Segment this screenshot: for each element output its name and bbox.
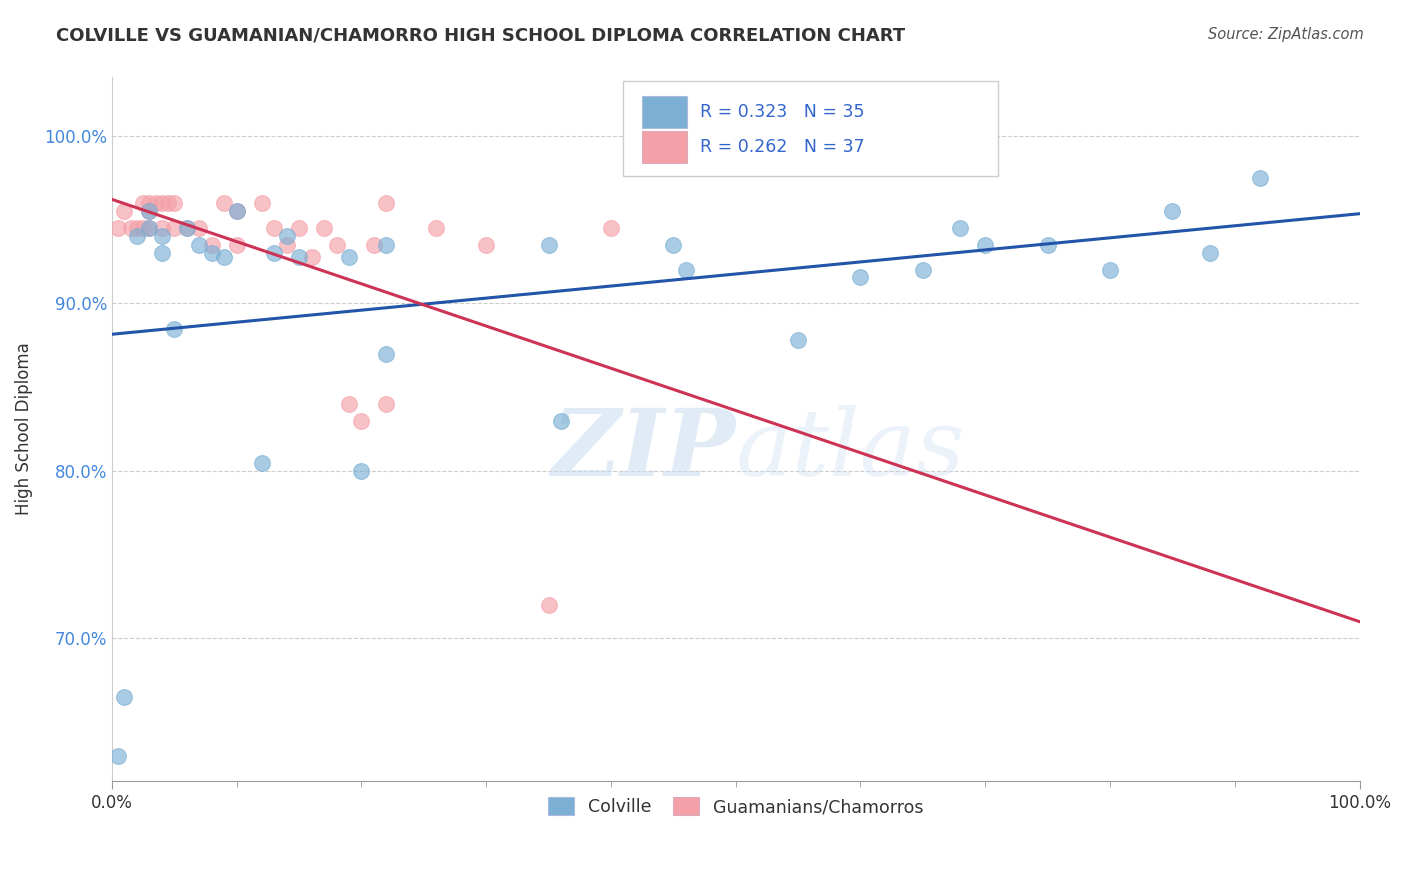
Point xyxy=(212,196,235,211)
Text: COLVILLE VS GUAMANIAN/CHAMORRO HIGH SCHOOL DIPLOMA CORRELATION CHART: COLVILLE VS GUAMANIAN/CHAMORRO HIGH SCHO… xyxy=(56,27,905,45)
Point xyxy=(201,238,224,252)
Point xyxy=(225,238,247,252)
Point xyxy=(662,238,685,252)
Point xyxy=(787,334,810,348)
Point xyxy=(375,397,398,411)
Text: Source: ZipAtlas.com: Source: ZipAtlas.com xyxy=(1208,27,1364,42)
FancyBboxPatch shape xyxy=(643,131,688,163)
Point xyxy=(138,204,160,219)
Text: R = 0.323   N = 35: R = 0.323 N = 35 xyxy=(700,103,865,121)
Point xyxy=(301,250,323,264)
Point xyxy=(107,748,129,763)
Point xyxy=(138,196,160,211)
Text: R = 0.262   N = 37: R = 0.262 N = 37 xyxy=(700,138,865,156)
Point xyxy=(849,269,872,284)
Point xyxy=(138,204,160,219)
Point xyxy=(425,221,447,235)
Point xyxy=(537,238,560,252)
Point xyxy=(176,221,198,235)
Point xyxy=(363,238,385,252)
Point xyxy=(337,397,360,411)
Point xyxy=(138,221,160,235)
Point xyxy=(150,229,173,244)
Point xyxy=(212,250,235,264)
Point xyxy=(225,204,247,219)
Point xyxy=(974,238,997,252)
Point xyxy=(350,414,373,428)
Point xyxy=(114,690,136,704)
Point xyxy=(675,263,697,277)
Point xyxy=(150,221,173,235)
FancyBboxPatch shape xyxy=(623,81,998,176)
Point xyxy=(150,196,173,211)
Point xyxy=(188,238,211,252)
Point xyxy=(263,246,285,260)
Point xyxy=(201,246,224,260)
Point xyxy=(163,221,186,235)
Point xyxy=(176,221,198,235)
Point xyxy=(288,250,311,264)
Text: ZIP: ZIP xyxy=(551,405,735,495)
Point xyxy=(107,221,129,235)
Point xyxy=(312,221,335,235)
Point xyxy=(125,221,148,235)
Point xyxy=(337,250,360,264)
Point xyxy=(263,221,285,235)
Legend: Colville, Guamanians/Chamorros: Colville, Guamanians/Chamorros xyxy=(540,789,932,825)
Point xyxy=(132,196,155,211)
Point xyxy=(120,221,142,235)
Text: atlas: atlas xyxy=(735,405,966,495)
Point xyxy=(125,229,148,244)
Point xyxy=(138,221,160,235)
Point xyxy=(325,238,347,252)
Point xyxy=(350,464,373,478)
Point xyxy=(375,347,398,361)
Point xyxy=(145,196,167,211)
Point xyxy=(114,204,136,219)
Point xyxy=(1098,263,1121,277)
Point xyxy=(157,196,180,211)
Point xyxy=(132,221,155,235)
Point xyxy=(600,221,623,235)
Point xyxy=(1198,246,1220,260)
Point xyxy=(911,263,934,277)
Point xyxy=(288,221,311,235)
Point xyxy=(949,221,972,235)
Point xyxy=(276,238,298,252)
Point xyxy=(225,204,247,219)
Point xyxy=(475,238,498,252)
Point xyxy=(375,238,398,252)
Point xyxy=(163,196,186,211)
Point xyxy=(188,221,211,235)
Point xyxy=(150,246,173,260)
Point xyxy=(375,196,398,211)
Point xyxy=(250,196,273,211)
Point xyxy=(163,321,186,335)
FancyBboxPatch shape xyxy=(643,95,688,128)
Point xyxy=(550,414,572,428)
Point xyxy=(1036,238,1059,252)
Y-axis label: High School Diploma: High School Diploma xyxy=(15,343,32,516)
Point xyxy=(537,598,560,612)
Point xyxy=(1249,170,1271,185)
Point xyxy=(250,456,273,470)
Point xyxy=(276,229,298,244)
Point xyxy=(1161,204,1184,219)
